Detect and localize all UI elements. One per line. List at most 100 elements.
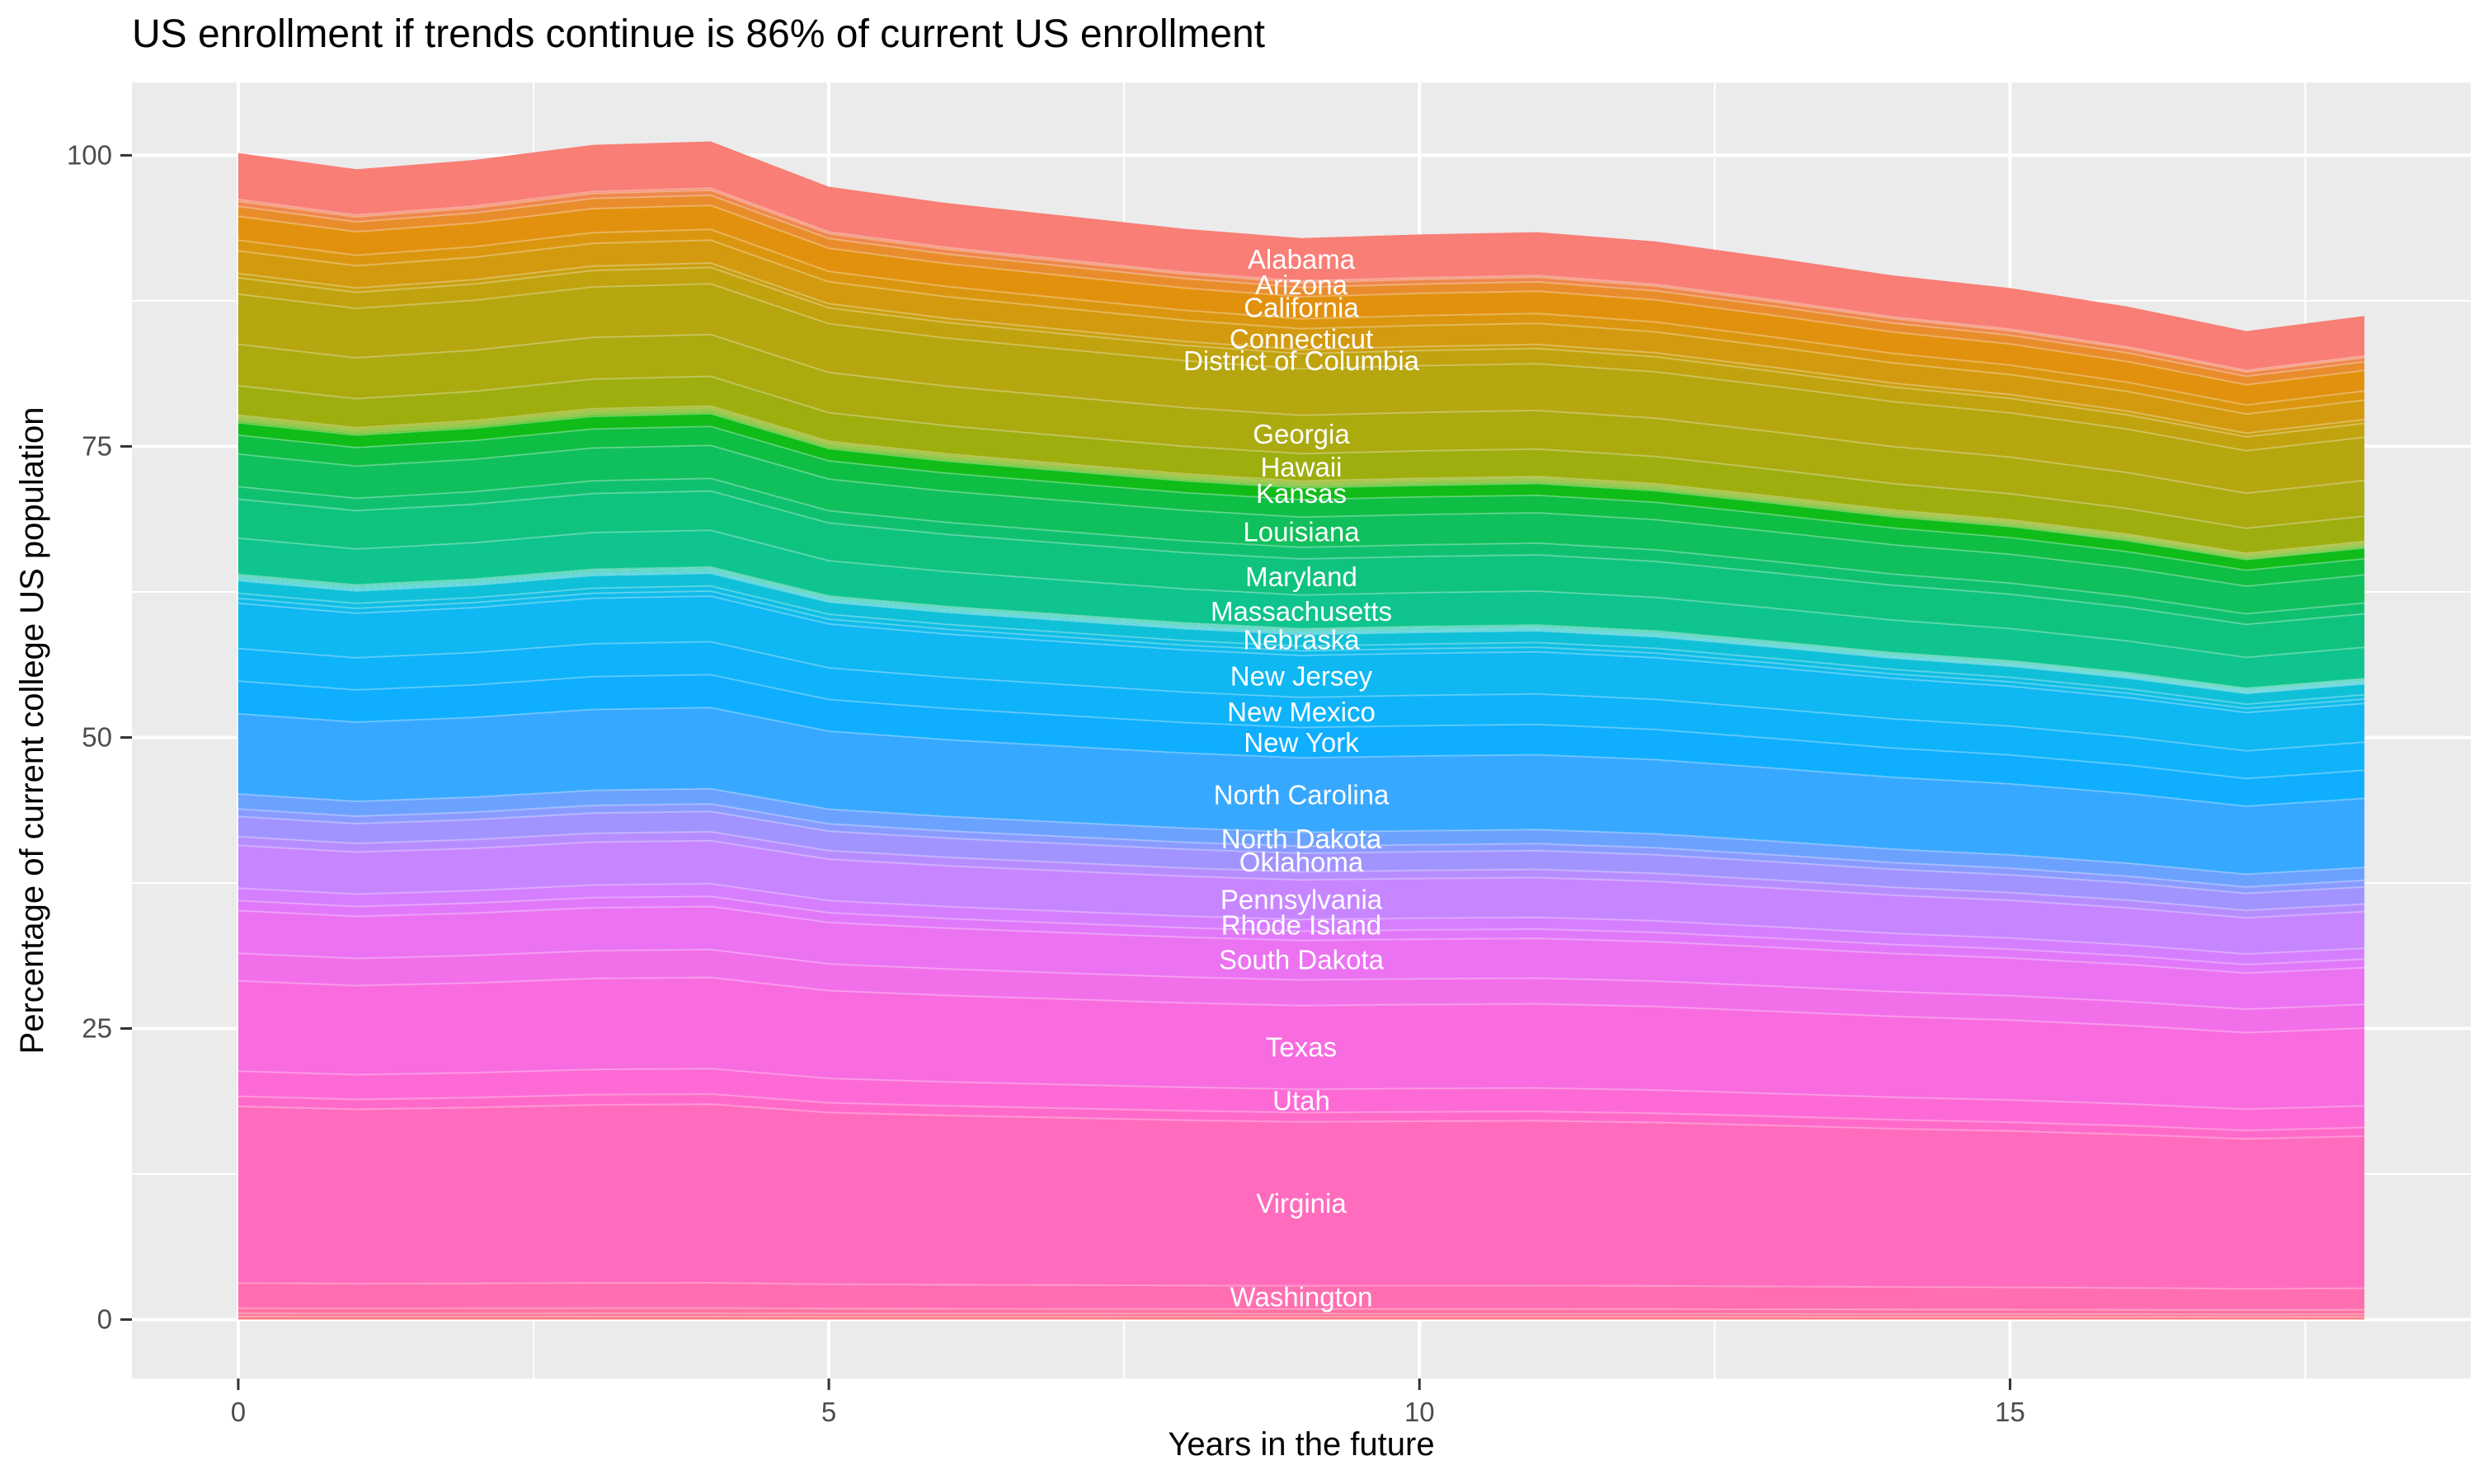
area-band-ohio <box>238 804 2365 894</box>
band-seam <box>238 948 2365 1011</box>
area-band-arizona <box>238 190 2365 377</box>
area-band-virginia <box>238 1104 2365 1289</box>
area-band-florida <box>238 284 2365 494</box>
state-label-south-dakota: South Dakota <box>1219 945 1385 975</box>
y-tick-label: 75 <box>82 430 112 461</box>
band-seam <box>238 882 2365 956</box>
y-tick-label: 50 <box>82 721 112 752</box>
area-band-north-dakota <box>238 788 2365 887</box>
state-label-texas: Texas <box>1266 1031 1337 1062</box>
x-axis-title: Years in the future <box>1168 1426 1434 1463</box>
area-band-wisconsin <box>238 1313 2365 1317</box>
area-band-nebraska <box>238 573 2365 705</box>
area-band-north-carolina <box>238 707 2365 875</box>
area-band-delaware <box>238 263 2365 437</box>
area-band-massachusetts <box>238 530 2365 688</box>
area-band-new-mexico <box>238 641 2365 779</box>
state-label-new-york: New York <box>1244 727 1359 758</box>
x-tick-label: 5 <box>821 1397 836 1427</box>
state-label-louisiana: Louisiana <box>1243 517 1360 547</box>
state-label-north-carolina: North Carolina <box>1214 779 1390 810</box>
state-label-north-dakota: North Dakota <box>1221 824 1382 854</box>
band-seam <box>238 490 2365 626</box>
area-band-hawaii <box>238 376 2365 554</box>
state-label-connecticut: Connecticut <box>1230 323 1373 354</box>
area-band-new-hampshire <box>238 591 2365 713</box>
band-seam <box>238 572 2365 695</box>
band-seam <box>238 895 2365 966</box>
band-seam <box>238 830 2365 912</box>
area-band-west-virginia <box>238 1308 2365 1315</box>
y-tick-label: 0 <box>97 1304 112 1335</box>
band-seam <box>238 571 2365 693</box>
area-band-pennsylvania <box>238 840 2365 955</box>
area-band-nevada <box>238 585 2365 709</box>
band-seam <box>238 568 2365 692</box>
band-seam <box>238 641 2365 752</box>
state-label-rhode-island: Rhode Island <box>1221 909 1381 940</box>
band-seam <box>238 333 2365 495</box>
y-axis-title: Percentage of current college US populat… <box>14 407 50 1054</box>
area-band-california <box>238 205 2365 406</box>
band-seam <box>238 1068 2365 1111</box>
area-band-south-carolina <box>238 896 2365 974</box>
area-band-kansas <box>238 413 2365 571</box>
band-seam <box>238 589 2365 710</box>
band-seam <box>238 239 2365 416</box>
state-label-california: California <box>1244 292 1359 322</box>
band-seam <box>238 187 2365 372</box>
area-band-tennessee <box>238 949 2365 1033</box>
area-band-district-of-columbia <box>238 267 2365 451</box>
x-tick-label: 10 <box>1404 1397 1435 1427</box>
plot-title: US enrollment if trends continue is 86% … <box>132 12 1265 56</box>
band-seam <box>238 1092 2365 1132</box>
band-seam <box>238 204 2365 386</box>
area-band-oregon <box>238 831 2365 918</box>
area-band-kentucky <box>238 426 2365 586</box>
band-seam <box>238 425 2365 571</box>
area-band-new-york <box>238 674 2365 806</box>
area-band-colorado <box>238 229 2365 415</box>
band-seam <box>238 1103 2365 1140</box>
area-band-washington <box>238 1283 2365 1310</box>
state-label-new-jersey: New Jersey <box>1230 660 1373 691</box>
band-seam <box>238 444 2365 588</box>
area-band-new-jersey <box>238 596 2365 751</box>
band-seam <box>238 477 2365 615</box>
state-label-kansas: Kansas <box>1256 478 1347 509</box>
state-label-hawaii: Hawaii <box>1260 452 1342 482</box>
band-seam <box>238 1281 2365 1290</box>
band-seam <box>238 570 2365 693</box>
y-tick-label: 25 <box>82 1013 112 1044</box>
y-tick-label: 100 <box>67 139 112 170</box>
x-tick-label: 0 <box>231 1397 246 1427</box>
state-label-pennsylvania: Pennsylvania <box>1221 884 1383 914</box>
state-label-massachusetts: Massachusetts <box>1211 596 1392 627</box>
band-seam <box>238 412 2365 561</box>
area-band-georgia <box>238 334 2365 528</box>
state-label-washington: Washington <box>1230 1282 1372 1313</box>
band-seam <box>238 585 2365 706</box>
band-seam <box>238 839 2365 919</box>
area-band-maine <box>238 478 2365 625</box>
band-seam <box>238 976 2365 1034</box>
area-band-arkansas <box>238 195 2365 385</box>
band-seam <box>238 406 2365 556</box>
band-seam <box>238 409 2365 557</box>
band-seam <box>238 375 2365 529</box>
state-label-maryland: Maryland <box>1245 561 1357 592</box>
band-seam <box>238 411 2365 559</box>
area-band-utah <box>238 1068 2365 1131</box>
state-label-district-of-columbia: District of Columbia <box>1183 345 1420 376</box>
band-seam <box>238 707 2365 807</box>
state-label-oklahoma: Oklahoma <box>1239 847 1364 877</box>
band-seam <box>238 529 2365 659</box>
band-seam <box>238 595 2365 714</box>
state-label-alabama: Alabama <box>1248 244 1356 275</box>
state-label-nebraska: Nebraska <box>1243 625 1360 655</box>
band-seam <box>238 787 2365 876</box>
band-seam <box>238 803 2365 888</box>
band-seam <box>238 905 2365 974</box>
